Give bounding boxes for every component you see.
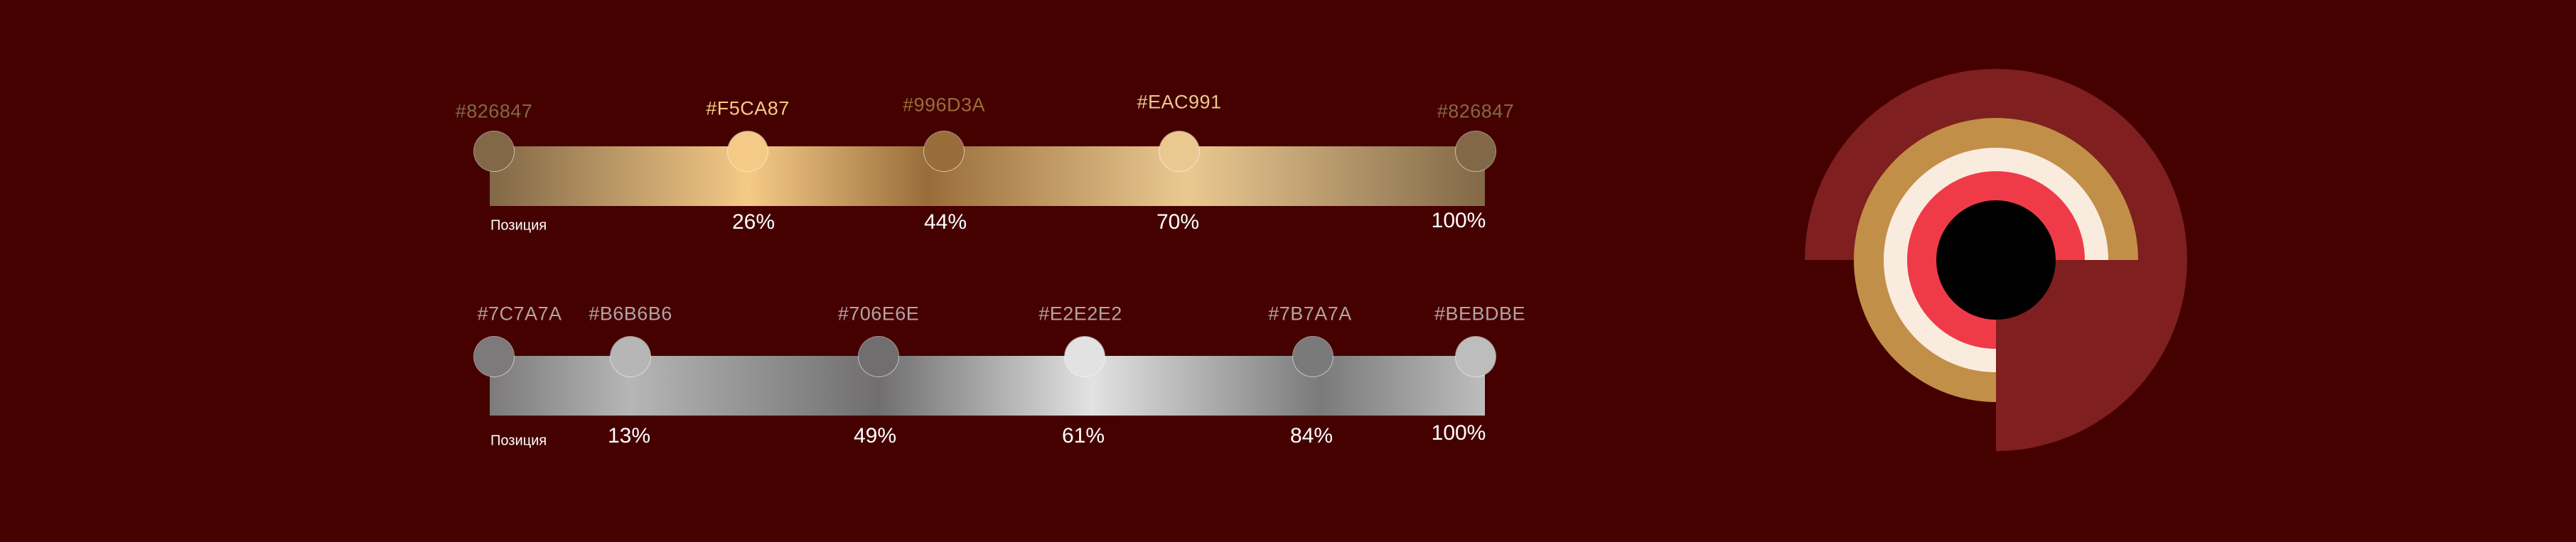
silver-stop-handle[interactable] — [474, 337, 514, 376]
gold-stop-position: 100% — [1431, 209, 1486, 232]
gold-stop-label: #826847 — [1437, 100, 1515, 122]
silver-stop-position: 100% — [1431, 421, 1486, 445]
silver-stop-label: #7B7A7A — [1268, 303, 1352, 325]
gold-stop-position: 70% — [1156, 210, 1200, 234]
concentric-arc-logo — [1805, 69, 2187, 451]
silver-stop-position: 49% — [853, 424, 897, 448]
gold-stop-handle[interactable] — [924, 131, 964, 171]
logo-center-dot — [1936, 200, 2056, 320]
gold-gradient-bar — [490, 146, 1485, 206]
silver-stop-position: 61% — [1061, 424, 1105, 448]
silver-stop-label: #706E6E — [837, 303, 920, 325]
silver-stop-handle[interactable] — [1293, 337, 1333, 376]
gold-stop-position: 44% — [923, 210, 967, 234]
gold-stop-label: #F5CA87 — [706, 97, 790, 119]
silver-stop-handle[interactable] — [859, 337, 898, 376]
gold-stop-handle[interactable] — [474, 131, 514, 171]
gold-stop-handle[interactable] — [1159, 131, 1199, 171]
gold-stop-handle[interactable] — [728, 131, 768, 171]
gold-stop-label: #826847 — [455, 100, 533, 122]
silver-stop-label: #BEBDBE — [1434, 303, 1526, 325]
gold-stop-label: #996D3A — [902, 94, 986, 116]
silver-stop-label: #7C7A7A — [477, 303, 562, 325]
gold-stop-label: #EAC991 — [1137, 91, 1222, 113]
gold-position-label: Позиция — [490, 217, 547, 234]
silver-stop-handle[interactable] — [1456, 337, 1496, 376]
silver-stop-label: #B6B6B6 — [589, 303, 672, 325]
silver-stop-handle[interactable] — [611, 337, 650, 376]
silver-stop-label: #E2E2E2 — [1039, 303, 1122, 325]
silver-stop-handle[interactable] — [1065, 337, 1105, 376]
silver-stop-position: 13% — [607, 424, 651, 448]
gold-stop-handle[interactable] — [1456, 131, 1496, 171]
gold-stop-position: 26% — [731, 210, 776, 234]
silver-position-label: Позиция — [490, 433, 547, 449]
silver-stop-position: 84% — [1289, 424, 1333, 448]
